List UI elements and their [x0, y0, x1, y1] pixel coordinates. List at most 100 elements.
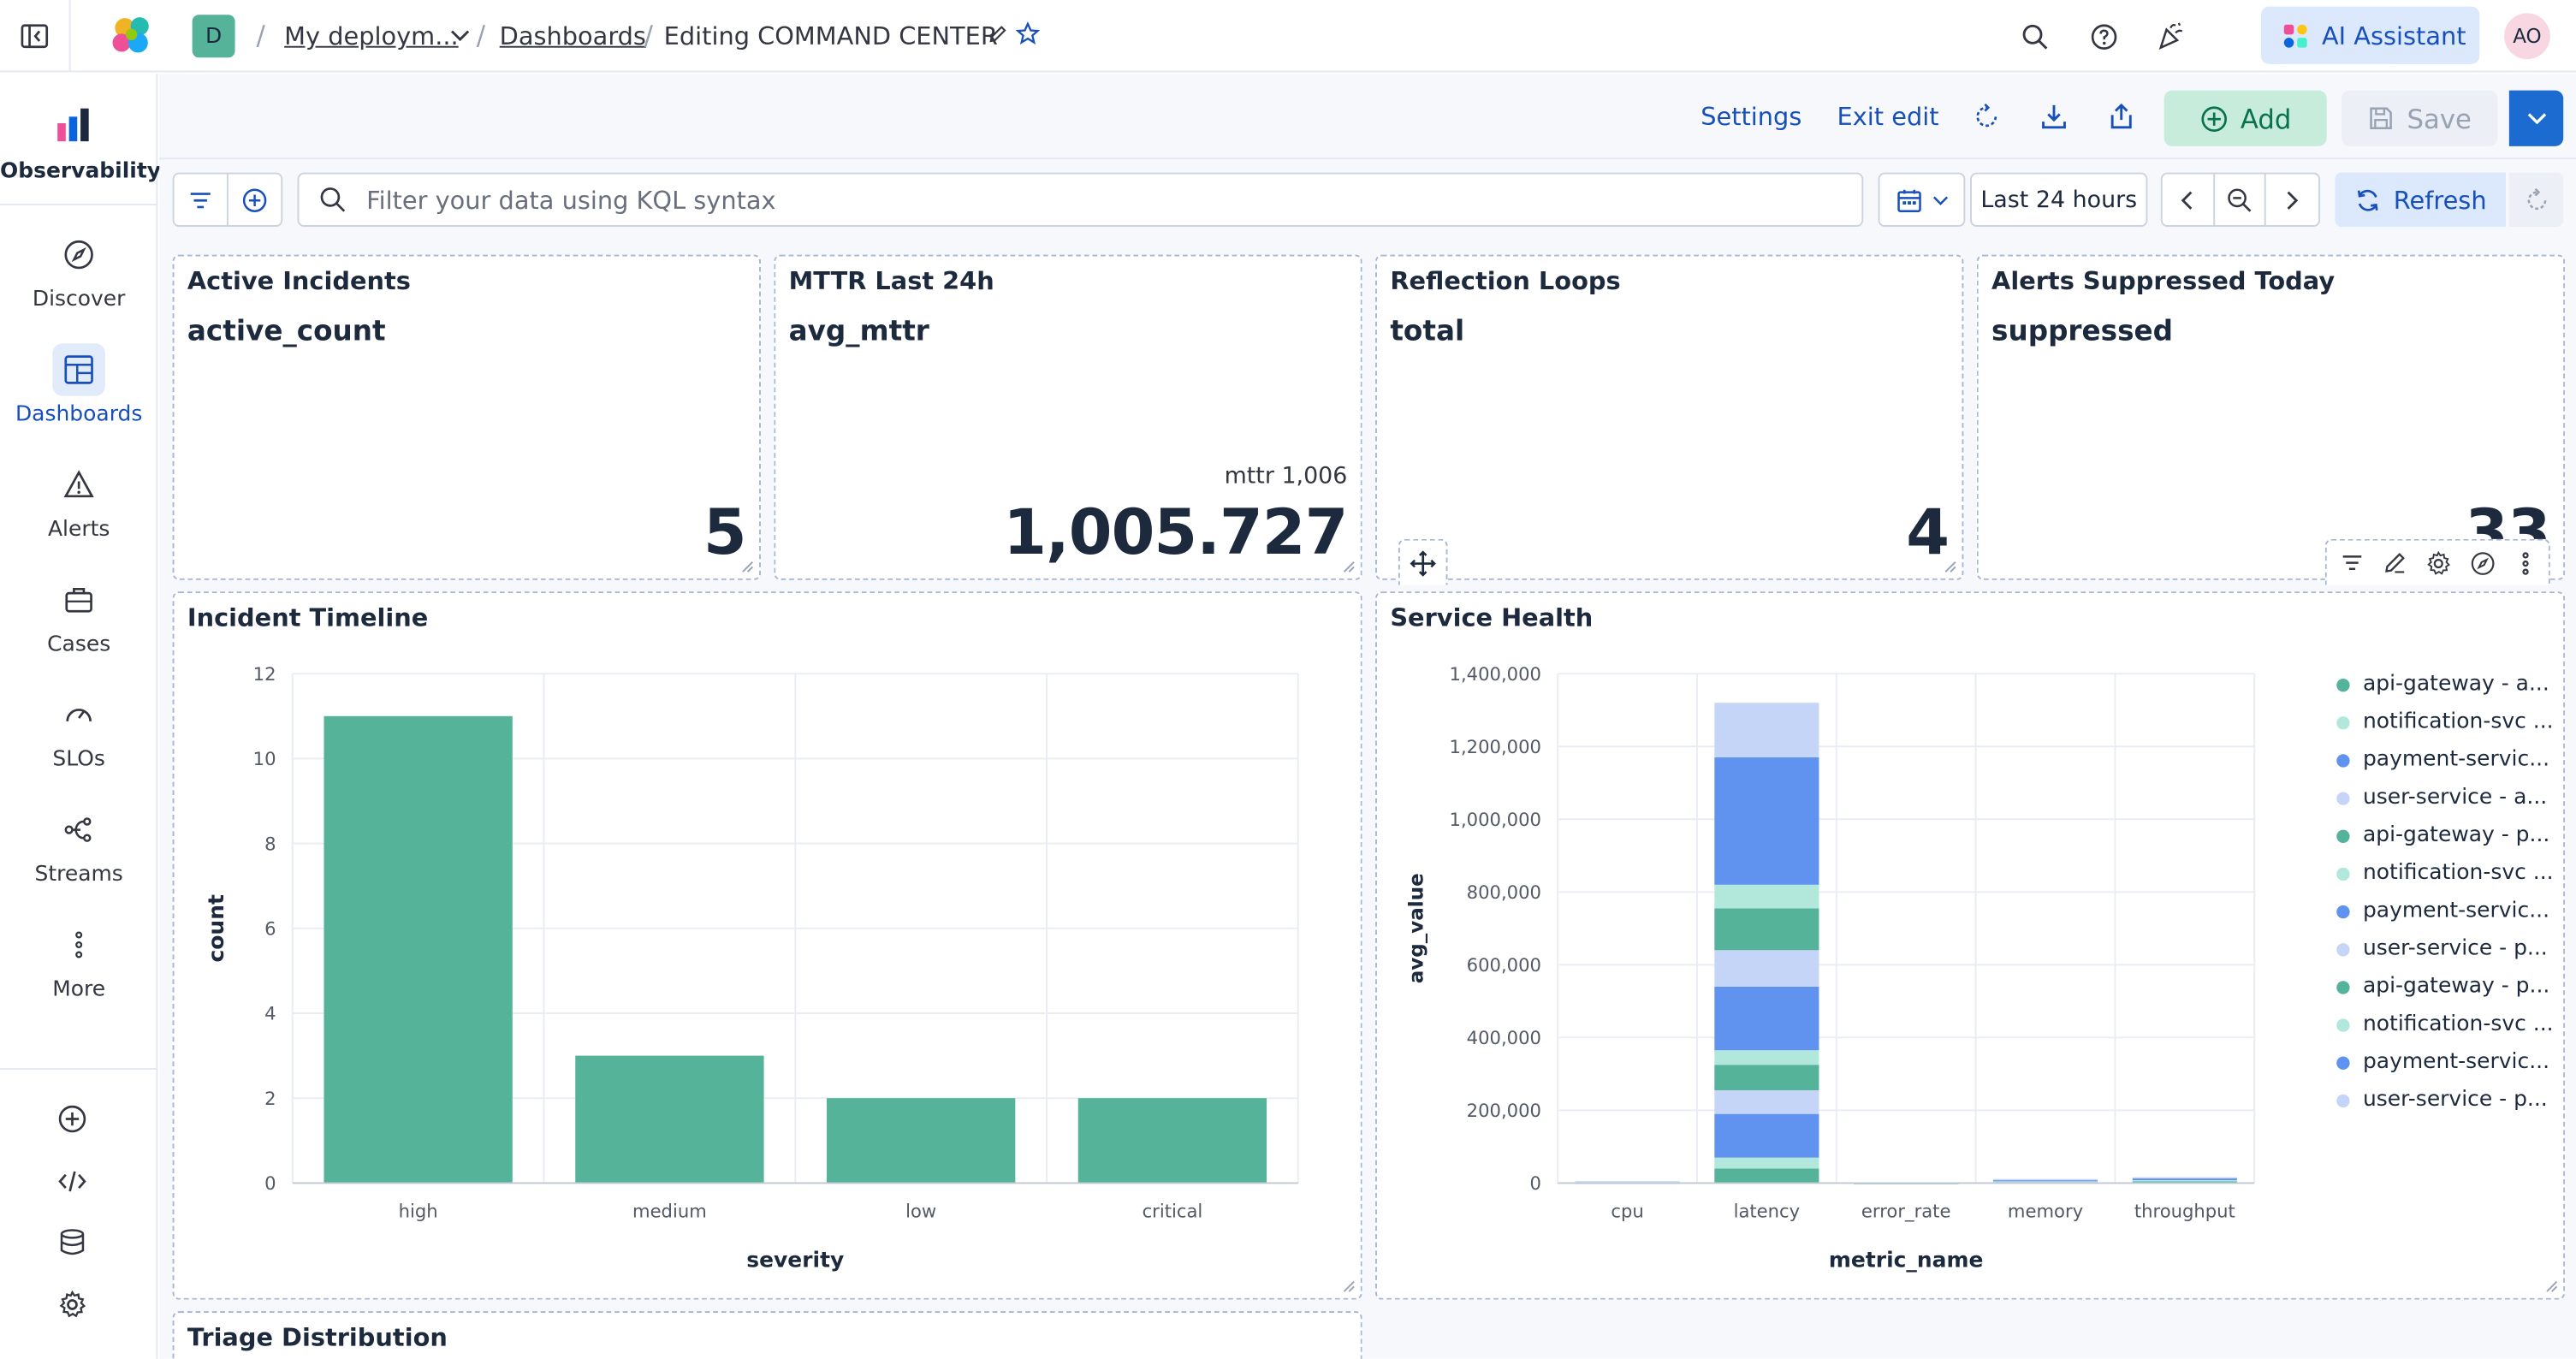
refresh-button[interactable]: Refresh: [2335, 172, 2506, 227]
legend-swatch: [2336, 866, 2350, 881]
pencil-icon[interactable]: [988, 25, 1007, 45]
add-filter-button[interactable]: [228, 175, 281, 226]
zoom-out-button[interactable]: [2215, 174, 2267, 226]
bar-segment-memory: [1992, 1181, 2098, 1183]
filter-menu-button[interactable]: [175, 174, 228, 226]
nav-item-more[interactable]: More: [0, 918, 157, 1020]
bar-segment-latency: [1714, 1050, 1819, 1065]
legend-label: notification-svc ...: [2362, 1012, 2554, 1037]
refresh-label: Refresh: [2393, 185, 2487, 215]
whats-new-icon[interactable]: [2154, 20, 2187, 52]
reset-icon[interactable]: [1970, 100, 2003, 133]
panel-service-health[interactable]: Service Health 0 200,000 400,000 600,000 800…: [1375, 591, 2566, 1300]
legend-item[interactable]: api-gateway - p...: [2336, 816, 2553, 854]
user-avatar[interactable]: AO: [2504, 13, 2550, 60]
legend-item[interactable]: api-gateway - a...: [2336, 666, 2553, 703]
legend-item[interactable]: user-service - p...: [2336, 1081, 2553, 1119]
legend-item[interactable]: user-service - a...: [2336, 779, 2553, 816]
gear-icon[interactable]: [2425, 549, 2451, 576]
code-icon[interactable]: [56, 1165, 88, 1197]
legend-item[interactable]: payment-servic...: [2336, 1043, 2553, 1081]
metric-value: 5: [703, 496, 747, 569]
time-range-button[interactable]: Last 24 hours: [1970, 172, 2148, 227]
nav-item-alerts[interactable]: Alerts: [0, 459, 157, 561]
panel-triage-distribution[interactable]: Triage Distribution: [172, 1311, 1362, 1359]
share-icon[interactable]: [2105, 100, 2138, 133]
bar-segment-latency: [1714, 757, 1819, 885]
bar-high: [323, 715, 513, 1184]
panel-title: Triage Distribution: [187, 1322, 448, 1353]
download-icon[interactable]: [2038, 100, 2070, 133]
auto-refresh-button[interactable]: [2508, 172, 2564, 227]
nav-item-label: Discover: [32, 288, 126, 312]
compass-icon[interactable]: [2469, 549, 2496, 576]
collapse-nav-button[interactable]: [0, 0, 71, 73]
kql-search-input[interactable]: [366, 185, 1813, 215]
search-icon[interactable]: [2018, 20, 2051, 52]
help-icon[interactable]: [2086, 20, 2119, 52]
add-panel-button[interactable]: Add: [2163, 90, 2327, 146]
ai-assistant-button[interactable]: AI Assistant: [2260, 6, 2480, 64]
legend-item[interactable]: notification-svc ...: [2336, 703, 2554, 741]
add-label: Add: [2240, 103, 2292, 134]
legend-item[interactable]: notification-svc ...: [2336, 1006, 2554, 1043]
time-range-label: Last 24 hours: [1980, 186, 2138, 213]
legend-swatch: [2336, 1093, 2350, 1107]
resize-handle-icon[interactable]: [2545, 1280, 2558, 1293]
compass-icon: [52, 228, 104, 281]
y-tick-label: 0: [1530, 1172, 1541, 1194]
legend-item[interactable]: payment-servic...: [2336, 741, 2553, 779]
y-tick-label: 400,000: [1467, 1027, 1541, 1048]
nav-item-cases[interactable]: Cases: [0, 573, 157, 675]
legend-item[interactable]: payment-servic...: [2336, 893, 2553, 930]
next-period-button[interactable]: [2266, 175, 2318, 226]
pencil-icon[interactable]: [2382, 550, 2407, 575]
plus-circle-icon[interactable]: [56, 1102, 88, 1135]
legend-item[interactable]: user-service - p...: [2336, 930, 2553, 968]
save-button[interactable]: Save: [2342, 90, 2498, 146]
resize-handle-icon[interactable]: [1944, 561, 1956, 573]
previous-period-button[interactable]: [2163, 174, 2215, 226]
nav-item-slos[interactable]: SLOs: [0, 688, 157, 790]
bar-medium: [575, 1055, 764, 1184]
resize-handle-icon[interactable]: [741, 561, 754, 573]
drag-handle[interactable]: [1398, 538, 1448, 585]
y-tick-label: 4: [264, 1003, 276, 1024]
filter-icon[interactable]: [2339, 550, 2364, 575]
metric-panel-mttr[interactable]: MTTR Last 24h avg_mttr mttr 1,006 1,005.…: [774, 254, 1362, 580]
nav-item-streams[interactable]: Streams: [0, 804, 157, 905]
gear-icon[interactable]: [56, 1288, 88, 1320]
save-options-button[interactable]: [2508, 90, 2564, 146]
ai-assistant-label: AI Assistant: [2321, 21, 2466, 50]
breadcrumb-dashboards[interactable]: Dashboards: [499, 21, 646, 51]
elastic-logo[interactable]: [109, 15, 155, 57]
space-avatar[interactable]: D: [192, 15, 235, 58]
legend-item[interactable]: api-gateway - p...: [2336, 968, 2553, 1006]
breadcrumb-deployment[interactable]: My deploym...: [284, 21, 459, 51]
date-quick-menu-button[interactable]: [1878, 172, 1966, 227]
chevron-down-icon[interactable]: [450, 28, 470, 45]
resize-handle-icon[interactable]: [1343, 561, 1356, 573]
refresh-icon: [2357, 188, 2377, 211]
star-icon[interactable]: [1015, 21, 1041, 46]
query-bar: Last 24 hours Refresh: [159, 159, 2576, 241]
metric-panel-alerts-suppressed[interactable]: Alerts Suppressed Today suppressed 33: [1976, 254, 2566, 580]
legend-item[interactable]: notification-svc ...: [2336, 854, 2554, 892]
chevron-down-icon: [2526, 113, 2546, 125]
nav-item-discover[interactable]: Discover: [0, 228, 157, 330]
resize-handle-icon[interactable]: [1343, 1280, 1356, 1293]
solution-header[interactable]: Observability: [0, 74, 161, 206]
metric-panel-active-incidents[interactable]: Active Incidents active_count 5: [172, 254, 761, 580]
save-label: Save: [2407, 103, 2472, 134]
nav-item-dashboards[interactable]: Dashboards: [0, 343, 157, 445]
database-icon[interactable]: [56, 1225, 88, 1258]
more-vertical-icon[interactable]: [2514, 549, 2537, 576]
metric-panel-reflection-loops[interactable]: Reflection Loops total 4: [1375, 254, 1964, 580]
search-icon: [320, 187, 346, 212]
exit-edit-link[interactable]: Exit edit: [1837, 102, 1939, 132]
chevron-down-icon: [1932, 195, 1948, 205]
save-icon: [2370, 107, 2392, 130]
panel-incident-timeline[interactable]: Incident Timeline 0 2 4 6 8 10 12 high medium low…: [172, 591, 1362, 1300]
settings-link[interactable]: Settings: [1701, 102, 1802, 132]
y-tick-label: 200,000: [1467, 1100, 1541, 1121]
